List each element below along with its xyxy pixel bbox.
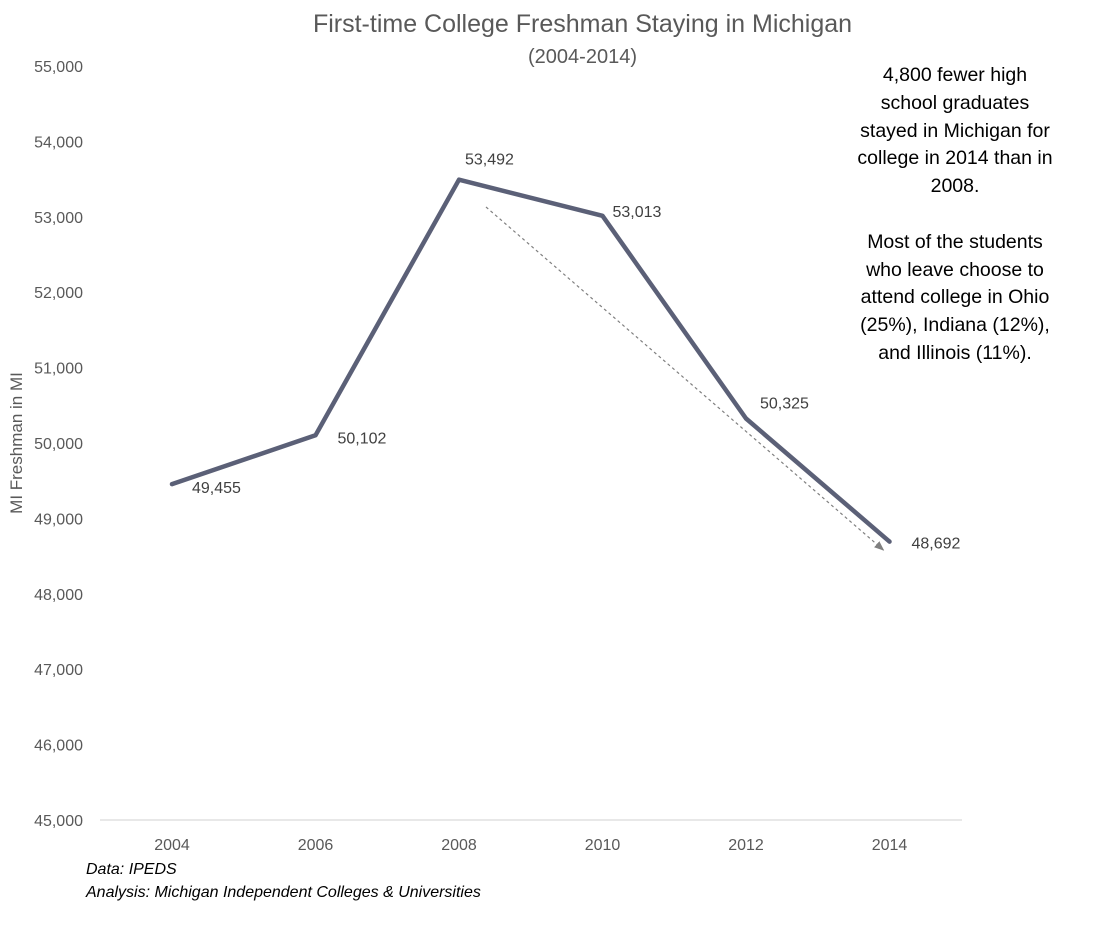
y-tick-label: 51,000 [34,361,83,378]
x-tick-label: 2004 [154,837,190,854]
data-point [887,539,892,544]
y-tick-label: 53,000 [34,210,83,227]
data-label: 53,013 [613,204,662,221]
data-point [744,416,748,421]
y-tick-label: 46,000 [34,738,83,755]
data-label: 50,102 [338,430,387,447]
data-point [457,177,461,182]
data-point [600,213,605,218]
y-tick-label: 54,000 [34,134,83,151]
y-tick-label: 50,000 [34,436,83,453]
chart-subtitle: (2004-2014) [528,46,637,68]
data-label: 50,325 [760,395,809,412]
chart-title: First-time College Freshman Staying in M… [312,10,853,38]
y-tick-label: 49,000 [34,511,83,528]
x-tick-label: 2006 [298,837,334,854]
y-tick-label: 48,000 [34,587,83,604]
x-tick-label: 2008 [441,837,477,854]
data-source-note: Data: IPEDS [86,861,177,878]
trend-arrow [485,206,885,551]
y-tick-label: 45,000 [34,813,83,830]
y-tick-label: 55,000 [34,59,83,76]
x-tick-label: 2014 [872,837,908,854]
y-tick-label: 52,000 [34,285,83,302]
annotation-text: 4,800 fewer high school graduates stayed… [857,64,1053,364]
data-point [313,433,318,438]
data-label: 53,492 [465,152,514,169]
data-label: 48,692 [912,536,961,553]
data-point [170,482,174,487]
series-line [169,177,892,544]
x-tick-label: 2012 [728,837,764,854]
x-tick-label: 2010 [585,837,621,854]
data-label: 49,455 [192,480,241,497]
analysis-credit-note: Analysis: Michigan Independent Colleges … [86,884,481,901]
y-axis-title: MI Freshman in MI [7,372,26,514]
y-tick-label: 47,000 [34,662,83,679]
